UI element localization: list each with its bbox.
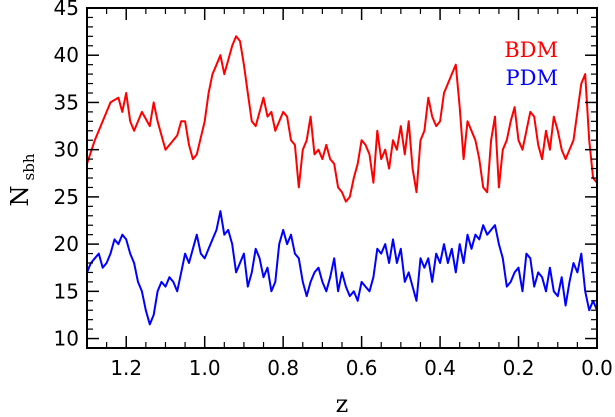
tick-labels: 1.2 1.0 0.8 0.6 0.4 0.2 0.0 10 15 20 25 30 35 40 45 — [54, 0, 613, 380]
x-tick-label: 1.0 — [189, 356, 221, 380]
x-tick-label: 0.6 — [346, 356, 378, 380]
y-tick-label: 40 — [54, 43, 79, 67]
x-axis-title: z — [336, 390, 349, 417]
x-tick-label: 1.2 — [110, 356, 142, 380]
legend-bdm: BDM — [504, 38, 558, 62]
y-tick-label: 15 — [54, 279, 79, 303]
x-tick-label: 0.0 — [581, 356, 613, 380]
y-tick-label: 25 — [54, 185, 79, 209]
series-line-bdm — [86, 35, 598, 203]
svg-text:N sbh: N sbh — [6, 153, 38, 206]
y-axis-title-main: N — [6, 186, 34, 207]
legend-pdm: PDM — [506, 66, 558, 90]
x-tick-label: 0.8 — [267, 356, 299, 380]
y-tick-label: 30 — [54, 138, 79, 162]
plot-lines — [86, 35, 598, 326]
y-tick-label: 35 — [54, 90, 79, 114]
y-axis-title: N sbh — [6, 153, 38, 206]
y-tick-label: 45 — [54, 0, 79, 20]
y-tick-label: 20 — [54, 232, 79, 256]
y-axis-title-subscript: sbh — [20, 153, 38, 180]
x-tick-label: 0.4 — [424, 356, 456, 380]
ticks — [87, 7, 598, 349]
y-tick-label: 10 — [54, 327, 79, 351]
series-line-pdm — [86, 210, 598, 326]
x-tick-label: 0.2 — [503, 356, 535, 380]
